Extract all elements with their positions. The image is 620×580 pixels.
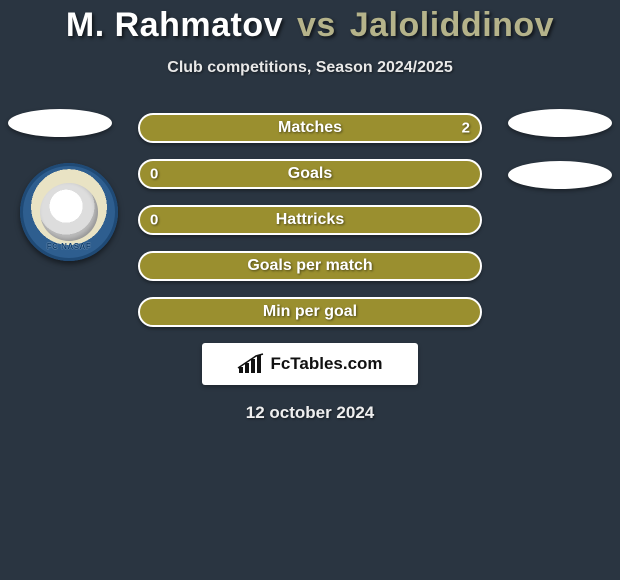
stat-row-goals: 0 Goals <box>138 159 482 189</box>
stats-zone: FC NASAF Matches 2 0 Goals 0 Hattricks G… <box>0 113 620 423</box>
player2-name: Jaloliddinov <box>350 6 554 44</box>
player1-name: M. Rahmatov <box>66 6 283 44</box>
right-avatar-placeholder-1 <box>508 109 612 137</box>
date-line: 12 october 2024 <box>0 403 620 423</box>
subtitle: Club competitions, Season 2024/2025 <box>0 59 620 77</box>
club-badge-text: FC NASAF <box>47 242 91 251</box>
stat-right-value: 2 <box>462 120 470 137</box>
stat-row-matches: Matches 2 <box>138 113 482 143</box>
left-avatar-placeholder <box>8 109 112 137</box>
page-title: M. Rahmatov vs Jaloliddinov <box>0 6 620 45</box>
club-badge-ball-icon <box>40 183 98 241</box>
brand-box[interactable]: FcTables.com <box>202 343 418 385</box>
stat-row-goals-per-match: Goals per match <box>138 251 482 281</box>
club-badge: FC NASAF <box>20 163 118 261</box>
stat-label: Goals per match <box>247 257 372 275</box>
stat-label: Min per goal <box>263 303 357 321</box>
vs-label: vs <box>297 6 336 44</box>
stat-row-hattricks: 0 Hattricks <box>138 205 482 235</box>
stat-label: Matches <box>278 119 342 137</box>
stat-left-value: 0 <box>150 166 158 183</box>
brand-text: FcTables.com <box>270 354 382 374</box>
stat-label: Hattricks <box>276 211 344 229</box>
bar-chart-icon <box>237 353 265 375</box>
stat-left-value: 0 <box>150 212 158 229</box>
right-avatar-placeholder-2 <box>508 161 612 189</box>
comparison-card: M. Rahmatov vs Jaloliddinov Club competi… <box>0 0 620 423</box>
stat-rows: Matches 2 0 Goals 0 Hattricks Goals per … <box>138 113 482 327</box>
stat-row-min-per-goal: Min per goal <box>138 297 482 327</box>
stat-label: Goals <box>288 165 332 183</box>
